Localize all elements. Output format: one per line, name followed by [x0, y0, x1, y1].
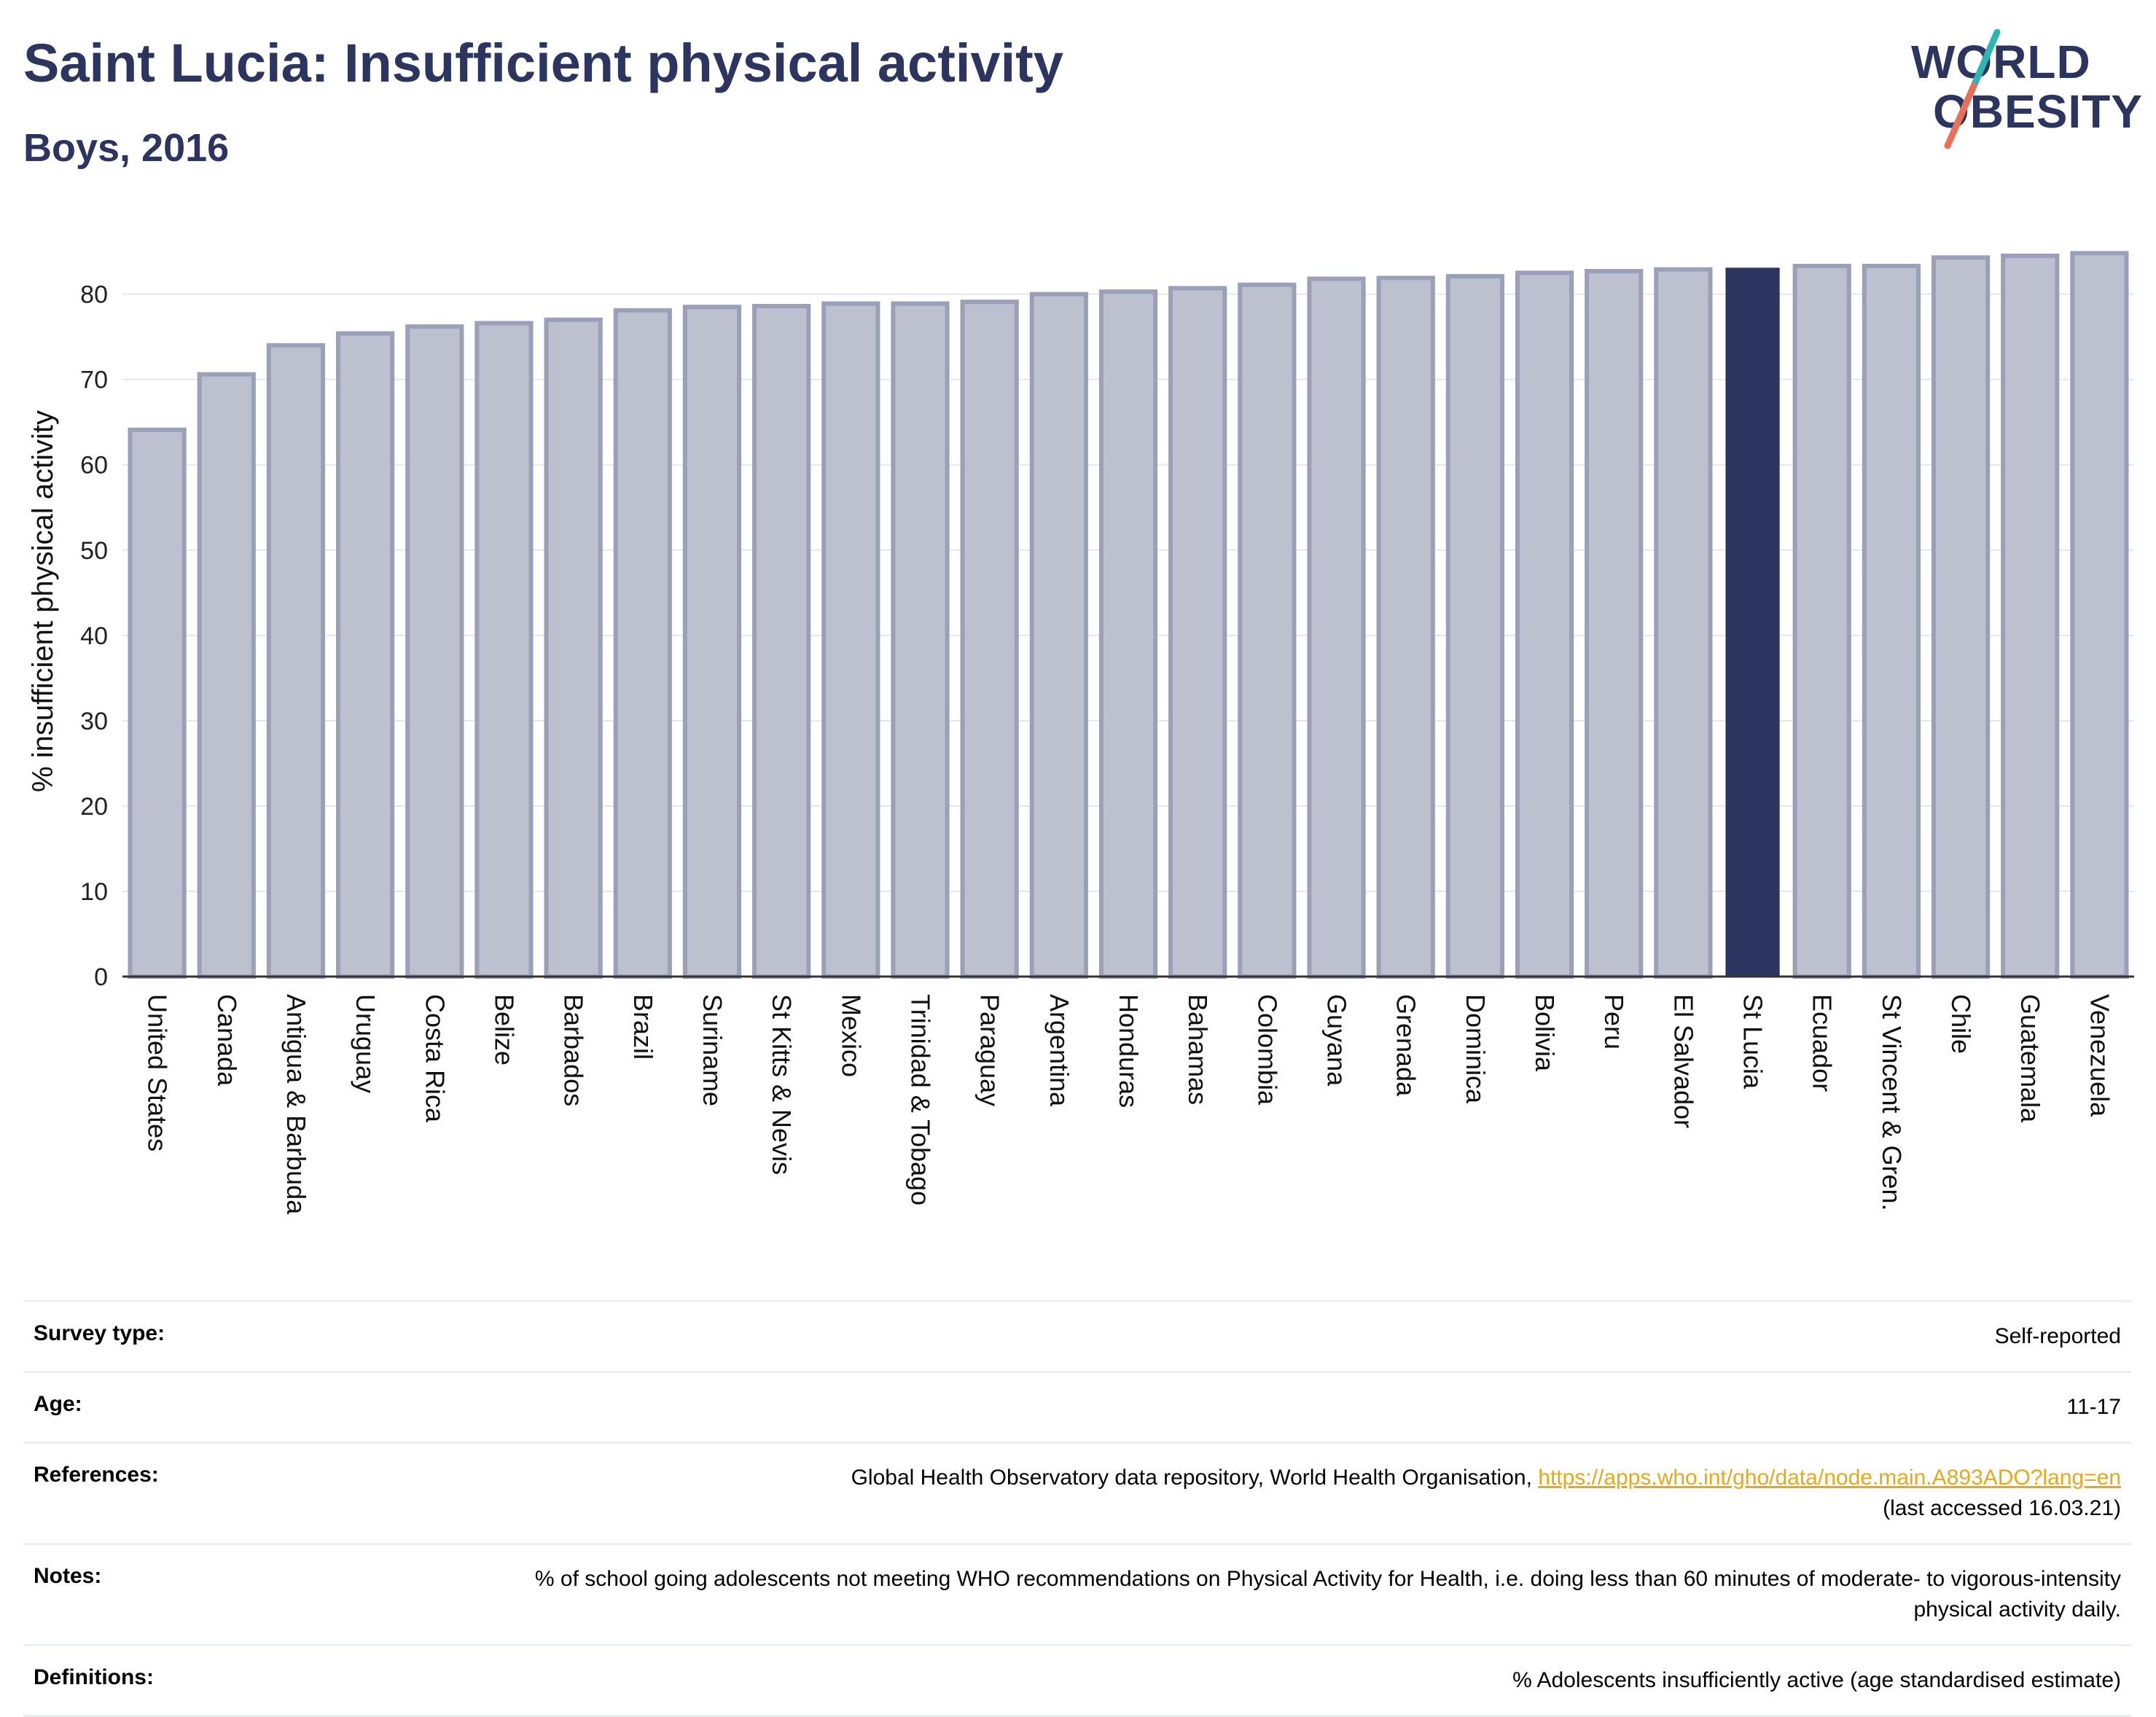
bar	[752, 304, 811, 979]
meta-row-notes: Notes: % of school going adolescents not…	[23, 1543, 2131, 1644]
x-tick-label: Guyana	[1322, 994, 1352, 1087]
references-link[interactable]: https://apps.who.int/gho/data/node.main.…	[1538, 1466, 2121, 1490]
y-tick-label: 60	[80, 452, 108, 480]
bar	[1585, 269, 1644, 979]
definitions-value: % Adolescents insufficiently active (age…	[1512, 1668, 2121, 1692]
y-tick-label: 80	[80, 281, 108, 309]
references-value: Global Health Observatory data repositor…	[23, 1444, 2131, 1543]
meta-row-references: References: Global Health Observatory da…	[23, 1442, 2131, 1543]
meta-row-age: Age: 11-17	[23, 1371, 2131, 1442]
bar	[544, 317, 603, 979]
bar	[1931, 255, 1991, 979]
x-tick-label: St Kitts & Nevis	[767, 994, 797, 1175]
x-tick-label: Bahamas	[1183, 994, 1213, 1105]
x-tick-label: Dominica	[1461, 994, 1491, 1104]
x-tick-label: Trinidad & Tobago	[905, 994, 935, 1205]
x-tick-label: United States	[143, 994, 173, 1151]
notes-value: % of school going adolescents not meetin…	[534, 1567, 2121, 1622]
x-tick-label: Honduras	[1114, 994, 1144, 1108]
bar	[2001, 253, 2060, 979]
y-tick-label: 30	[80, 708, 108, 735]
references-accessed: (last accessed 16.03.21)	[1883, 1496, 2121, 1520]
x-tick-label: Ecuador	[1808, 994, 1837, 1092]
age-value: 11-17	[2066, 1395, 2121, 1419]
bar	[682, 305, 742, 979]
x-tick-label: Peru	[1599, 994, 1629, 1049]
x-tick-label: Brazil	[628, 994, 658, 1060]
references-label: References:	[34, 1463, 159, 1487]
bar	[613, 308, 672, 979]
meta-row-survey: Survey type: Self-reported	[23, 1300, 2131, 1371]
x-tick-label: Chile	[1946, 994, 1976, 1054]
bar	[1029, 292, 1088, 979]
bar	[1168, 286, 1227, 979]
y-tick-label: 70	[80, 367, 108, 394]
y-tick-label: 10	[80, 878, 108, 906]
y-tick-label: 40	[80, 622, 108, 650]
bar	[474, 321, 534, 979]
bar	[1307, 276, 1366, 979]
bar	[1862, 264, 1921, 979]
survey-type-value: Self-reported	[1994, 1324, 2121, 1348]
x-tick-label: Venezuela	[2085, 994, 2114, 1117]
page-subtitle: Boys, 2016	[23, 126, 230, 170]
x-tick-label: Mexico	[836, 994, 866, 1077]
y-axis-label: % insufficient physical activity	[27, 410, 59, 792]
x-tick-label: Bolivia	[1530, 994, 1560, 1072]
bar	[1376, 275, 1435, 979]
references-text: Global Health Observatory data repositor…	[851, 1466, 1532, 1490]
bar	[1238, 282, 1297, 979]
age-label: Age:	[34, 1392, 82, 1416]
x-tick-label: Argentina	[1044, 994, 1074, 1107]
bar	[1445, 274, 1504, 979]
bar	[1098, 289, 1158, 979]
bar	[266, 343, 326, 979]
x-tick-label: Paraguay	[975, 994, 1005, 1106]
metadata-table: Survey type: Self-reported Age: 11-17 Re…	[23, 1300, 2131, 1717]
meta-row-definitions: Definitions: % Adolescents insufficientl…	[23, 1644, 2131, 1717]
survey-type-label: Survey type:	[34, 1321, 165, 1345]
y-tick-label: 0	[94, 963, 108, 991]
logo-slash-icon	[1944, 29, 2001, 149]
x-tick-label: Costa Rica	[420, 994, 450, 1123]
x-tick-label: Uruguay	[351, 994, 380, 1093]
bar	[1792, 264, 1851, 979]
page-title: Saint Lucia: Insufficient physical activ…	[23, 33, 1063, 93]
definitions-label: Definitions:	[34, 1665, 154, 1689]
bar	[960, 300, 1019, 979]
bar	[821, 301, 880, 979]
x-tick-label: Belize	[489, 994, 519, 1065]
x-tick-label: Guatemala	[2015, 994, 2045, 1123]
bar	[335, 331, 395, 979]
x-tick-label: Barbados	[559, 994, 589, 1106]
world-obesity-logo: WORLD OBESITY	[1895, 29, 2142, 160]
x-tick-label: El Salvador	[1668, 994, 1698, 1128]
bar	[1654, 267, 1713, 979]
y-tick-label: 50	[80, 537, 108, 565]
bar	[197, 372, 256, 979]
notes-label: Notes:	[34, 1564, 102, 1588]
bar-chart: 0 10 20 30 40 50 60 70 80 % insufficient physical…	[27, 251, 2134, 1215]
bar	[1515, 270, 1574, 979]
x-tick-label: Grenada	[1391, 994, 1421, 1097]
x-tick-label: Antigua & Barbuda	[281, 994, 311, 1215]
y-tick-label: 20	[80, 793, 108, 821]
bar	[2070, 251, 2129, 979]
bar	[128, 427, 187, 979]
x-tick-label: Canada	[212, 994, 242, 1087]
x-tick-label: St Lucia	[1738, 994, 1768, 1090]
x-tick-label: Colombia	[1252, 994, 1282, 1106]
bar-highlight	[1725, 267, 1780, 977]
x-tick-label: Suriname	[698, 994, 727, 1106]
bar	[891, 301, 950, 979]
x-tick-label: St Vincent & Gren.	[1877, 994, 1907, 1211]
bar	[405, 324, 464, 979]
logo-text-world: WORLD	[1911, 36, 2091, 88]
